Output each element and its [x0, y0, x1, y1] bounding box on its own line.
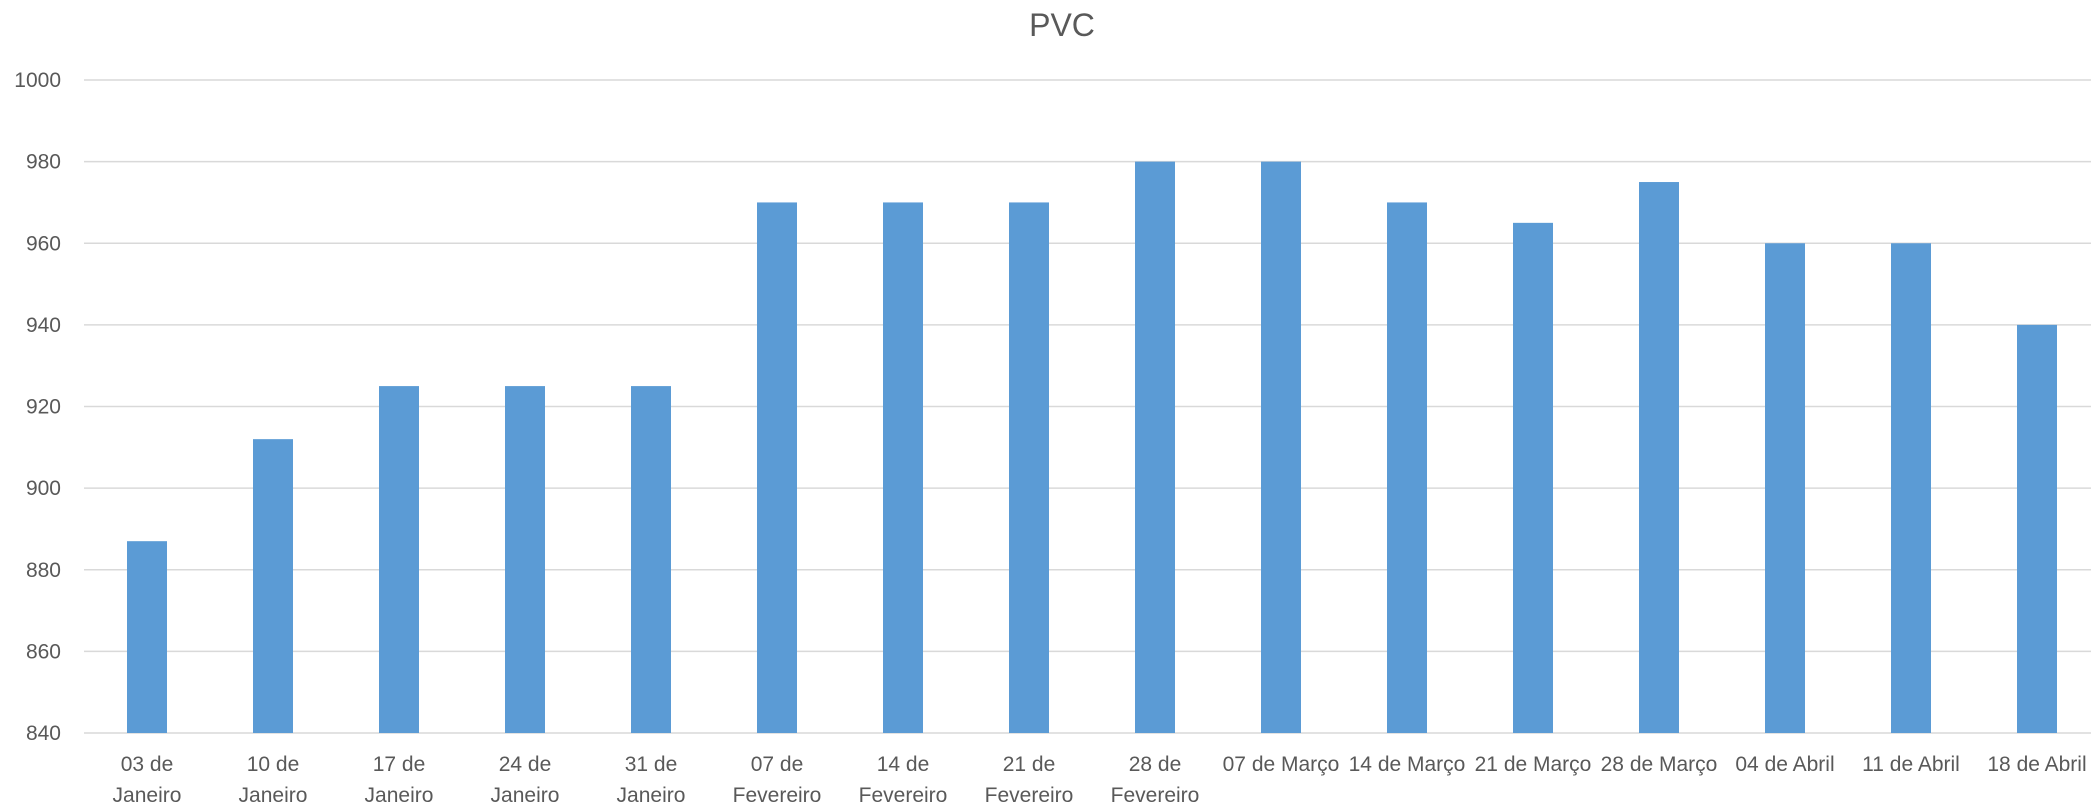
bar — [883, 202, 923, 733]
x-category-label: 11 de Abril — [1862, 753, 1960, 776]
y-tick-label: 860 — [26, 640, 61, 663]
bar — [1891, 243, 1931, 733]
bar — [1387, 202, 1427, 733]
x-category-label-line: 07 de — [751, 753, 804, 776]
y-tick-label: 880 — [26, 559, 61, 582]
x-category-label-line: Fevereiro — [859, 784, 948, 804]
x-category-label-line: 28 de — [1129, 753, 1182, 776]
bar — [127, 541, 167, 733]
bar — [379, 386, 419, 733]
y-tick-label: 920 — [26, 396, 61, 419]
x-category-label-line: 21 de — [1003, 753, 1056, 776]
x-category-label-line: Fevereiro — [733, 784, 822, 804]
bar — [1513, 222, 1553, 733]
x-category-label-line: 10 de — [247, 753, 300, 776]
x-category-label: 14 de Fevereiro — [859, 753, 948, 804]
x-category-label-line: Janeiro — [491, 784, 560, 804]
x-category-label-line: Janeiro — [365, 784, 434, 804]
bar — [1261, 161, 1301, 733]
x-category-label-line: 14 de Março — [1349, 753, 1466, 776]
x-category-label: 17 de Janeiro — [365, 753, 434, 804]
x-category-label-line: Janeiro — [617, 784, 686, 804]
x-category-label: 31 de Janeiro — [617, 753, 686, 804]
x-category-label: 24 de Janeiro — [491, 753, 560, 804]
x-category-label-line: 24 de — [499, 753, 552, 776]
bar — [631, 386, 671, 733]
x-category-label: 21 de Fevereiro — [985, 753, 1074, 804]
x-category-label-line: 03 de — [121, 753, 174, 776]
bar — [505, 386, 545, 733]
bar — [1639, 182, 1679, 733]
x-category-label: 21 de Março — [1475, 753, 1592, 776]
y-tick-label: 980 — [26, 151, 61, 174]
bar — [2017, 324, 2057, 733]
x-category-label-line: 18 de Abril — [1987, 753, 2086, 776]
bar — [1009, 202, 1049, 733]
y-tick-label: 960 — [26, 232, 61, 255]
x-category-label-line: 04 de Abril — [1735, 753, 1834, 776]
x-category-label-line: 17 de — [373, 753, 426, 776]
x-category-label-line: 31 de — [625, 753, 678, 776]
x-category-label-line: 28 de Março — [1601, 753, 1718, 776]
x-category-label-line: Fevereiro — [985, 784, 1074, 804]
y-axis-tick-labels: 840 860 880 900 920 940 960 980 1000 — [14, 69, 61, 745]
x-category-label-line: Fevereiro — [1111, 784, 1200, 804]
y-tick-label: 840 — [26, 722, 61, 745]
x-category-label-line: Janeiro — [239, 784, 308, 804]
x-category-label: 04 de Abril — [1735, 753, 1834, 776]
x-category-label: 14 de Março — [1349, 753, 1466, 776]
bar — [1135, 161, 1175, 733]
x-category-label: 03 de Janeiro — [113, 753, 182, 804]
x-category-label-line: Janeiro — [113, 784, 182, 804]
y-tick-label: 1000 — [14, 69, 61, 92]
bar — [253, 439, 293, 733]
bar — [757, 202, 797, 733]
x-category-label-line: 11 de Abril — [1862, 753, 1960, 776]
bar — [1765, 243, 1805, 733]
y-tick-label: 940 — [26, 314, 61, 337]
x-category-label-line: 14 de — [877, 753, 930, 776]
chart-title: PVC — [1029, 7, 1095, 43]
x-category-label: 28 de Fevereiro — [1111, 753, 1200, 804]
y-tick-label: 900 — [26, 477, 61, 500]
x-category-label: 10 de Janeiro — [239, 753, 308, 804]
x-category-label: 18 de Abril — [1987, 753, 2086, 776]
x-category-label: 07 de Março — [1223, 753, 1340, 776]
x-category-label: 07 de Fevereiro — [733, 753, 822, 804]
x-category-label: 28 de Março — [1601, 753, 1718, 776]
x-category-label-line: 07 de Março — [1223, 753, 1340, 776]
bars — [127, 161, 2057, 733]
x-category-label-line: 21 de Março — [1475, 753, 1592, 776]
